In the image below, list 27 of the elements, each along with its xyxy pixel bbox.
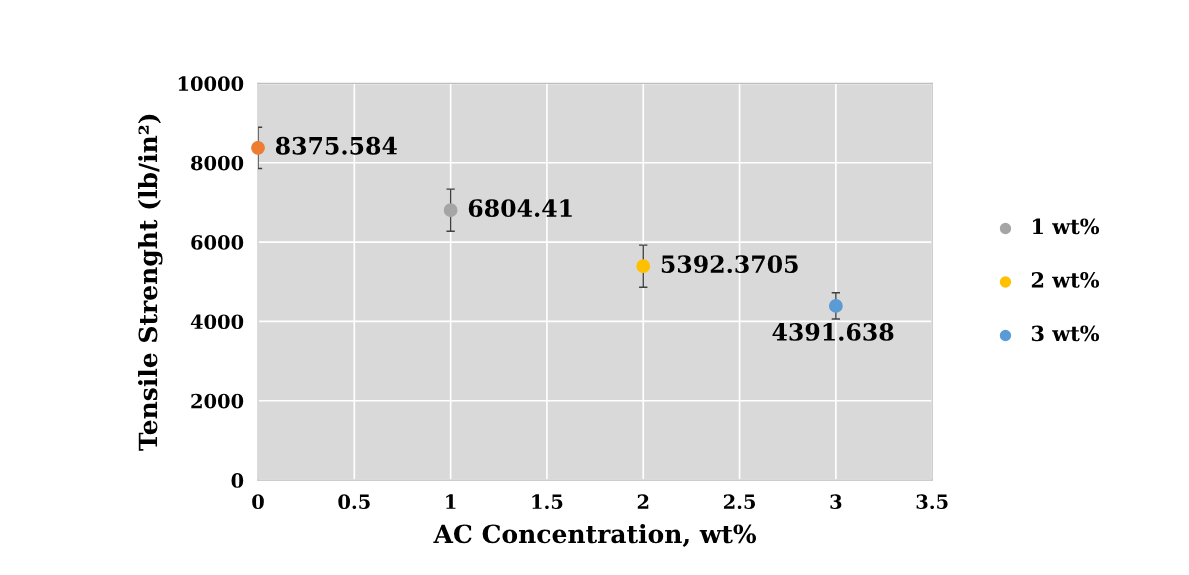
- legend-label: 2 wt%: [1031, 272, 1100, 288]
- data-label: 4391.638: [772, 322, 894, 341]
- x-tick-label: 0.5: [338, 494, 370, 510]
- point: [251, 140, 265, 155]
- x-tick-label: 1: [446, 494, 456, 509]
- y-tick-label: 0: [231, 473, 244, 488]
- x-tick-label: 3.5: [916, 494, 948, 510]
- y-tick-label: 2000: [191, 393, 244, 409]
- x-tick-label: 2: [637, 494, 649, 509]
- x-axis-title: AC Concentration, wt%: [433, 523, 757, 548]
- point: [443, 203, 458, 218]
- x-tick-label: 3: [830, 494, 842, 510]
- y-tick-label: 8000: [191, 155, 244, 171]
- legend-label: 1 wt%: [1033, 218, 1100, 235]
- point: [828, 298, 843, 313]
- y-tick-label: 6000: [191, 235, 244, 250]
- x-tick-label: 0: [252, 494, 264, 510]
- y-tick-label: 10000: [178, 76, 244, 92]
- data-label: 5392.3705: [661, 255, 798, 274]
- x-tick-label: 2.5: [723, 494, 755, 510]
- data-label: 6804.41: [468, 199, 572, 218]
- point: [636, 259, 651, 274]
- y-axis-title: Tensile Strenght (lb/in²): [138, 114, 163, 451]
- legend-label: 3 wt%: [1031, 325, 1100, 342]
- x-tick-label: 1.5: [532, 494, 563, 510]
- data-label: 8375.584: [275, 136, 397, 155]
- y-tick-label: 4000: [190, 314, 244, 330]
